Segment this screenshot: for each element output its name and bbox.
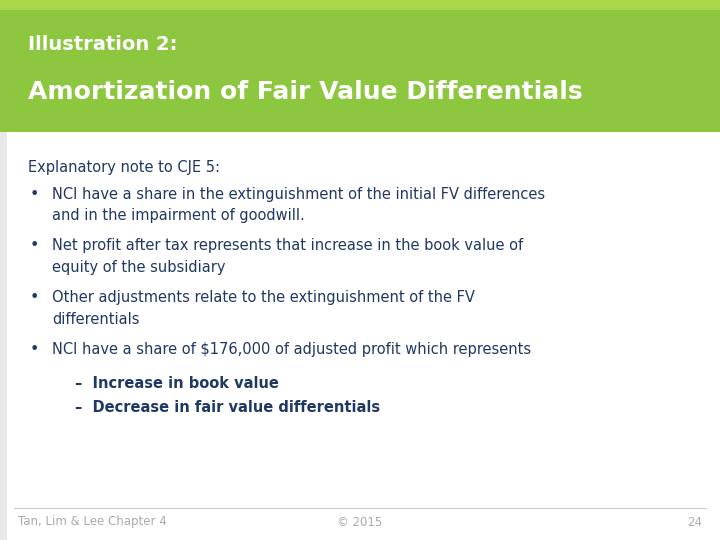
Bar xyxy=(0,0,720,10)
Text: equity of the subsidiary: equity of the subsidiary xyxy=(52,260,225,275)
Text: NCI have a share in the extinguishment of the initial FV differences: NCI have a share in the extinguishment o… xyxy=(52,187,545,201)
Text: Explanatory note to CJE 5:: Explanatory note to CJE 5: xyxy=(28,160,220,175)
Text: Illustration 2:: Illustration 2: xyxy=(28,35,177,53)
Text: •: • xyxy=(30,342,40,357)
Text: and in the impairment of goodwill.: and in the impairment of goodwill. xyxy=(52,208,305,224)
Bar xyxy=(0,132,720,540)
Text: •: • xyxy=(30,238,40,253)
Text: © 2015: © 2015 xyxy=(338,516,382,529)
Text: •: • xyxy=(30,187,40,201)
Text: Tan, Lim & Lee Chapter 4: Tan, Lim & Lee Chapter 4 xyxy=(18,516,167,529)
Text: Other adjustments relate to the extinguishment of the FV: Other adjustments relate to the extingui… xyxy=(52,290,475,305)
Text: 24: 24 xyxy=(687,516,702,529)
Bar xyxy=(0,0,720,132)
Text: Net profit after tax represents that increase in the book value of: Net profit after tax represents that inc… xyxy=(52,238,523,253)
Text: Amortization of Fair Value Differentials: Amortization of Fair Value Differentials xyxy=(28,80,582,104)
Text: –  Increase in book value: – Increase in book value xyxy=(75,375,279,390)
Bar xyxy=(0,132,7,540)
Text: •: • xyxy=(30,290,40,305)
Text: NCI have a share of $176,000 of adjusted profit which represents: NCI have a share of $176,000 of adjusted… xyxy=(52,342,531,357)
Text: –  Decrease in fair value differentials: – Decrease in fair value differentials xyxy=(75,400,380,415)
Text: differentials: differentials xyxy=(52,312,140,327)
